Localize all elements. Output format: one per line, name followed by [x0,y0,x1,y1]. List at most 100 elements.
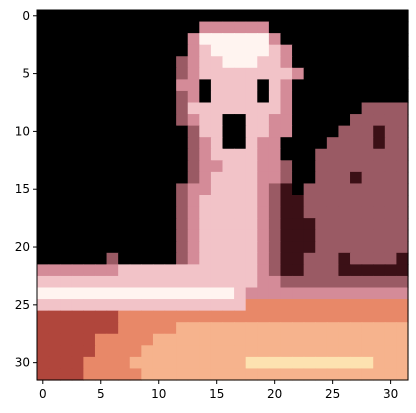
heatmap-cell [222,79,235,92]
heatmap-cell [106,287,119,300]
heatmap-cell [152,333,166,346]
heatmap-cell [187,67,200,80]
heatmap-cell [280,67,293,80]
heatmap-cell [257,148,270,161]
heatmap-cell [60,241,73,254]
heatmap-cell [118,44,131,57]
heatmap-cell [257,218,270,231]
heatmap-cell [199,125,212,138]
heatmap-cell [280,33,293,46]
heatmap-cell [187,206,200,219]
heatmap-cell [303,183,316,196]
heatmap-cell [106,90,119,104]
heatmap-cell [83,33,96,46]
heatmap-cell [234,299,247,312]
heatmap-cell [234,345,247,358]
heatmap-cell [210,21,224,34]
heatmap-cell [268,160,282,173]
heatmap-cell [141,368,154,381]
heatmap-cell [303,218,316,231]
heatmap-cell [384,322,397,335]
heatmap-cell [118,21,131,34]
y-tick-label: 5 [22,67,30,81]
heatmap-cell [222,67,235,80]
heatmap-cell [338,125,351,138]
heatmap-cell [129,252,142,265]
heatmap-cell [396,206,409,219]
heatmap-cell [71,148,84,161]
heatmap-cell [315,102,328,115]
heatmap-cell [396,125,409,138]
heatmap-cell [187,56,200,69]
heatmap-cell [315,356,328,370]
heatmap-cell [37,241,50,254]
heatmap-cell [164,56,177,69]
heatmap-cell [118,33,131,46]
heatmap-cell [199,333,212,346]
heatmap-cell [164,275,177,289]
heatmap-cell [141,241,154,254]
heatmap-cell [106,241,119,254]
heatmap-cell [373,44,386,57]
heatmap-cell [152,345,166,358]
heatmap-cell [48,125,61,138]
heatmap-cell [350,275,363,289]
heatmap-cell [326,160,340,173]
heatmap-cell [37,275,50,289]
heatmap-cell [280,275,293,289]
heatmap-cell [210,183,224,196]
heatmap-cell [384,125,397,138]
heatmap-cell [384,114,397,127]
y-tick-label: 10 [15,124,30,138]
heatmap-cell [280,79,293,92]
heatmap-cell [338,137,351,150]
heatmap-cell [176,10,189,23]
heatmap-cell [350,299,363,312]
heatmap-cell [373,368,386,381]
heatmap-cell [60,218,73,231]
heatmap-cell [129,10,142,23]
heatmap-cell [129,114,142,127]
heatmap-cell [361,275,374,289]
heatmap-cell [187,287,200,300]
heatmap-cell [83,44,96,57]
heatmap-cell [268,183,282,196]
heatmap-cell [396,33,409,46]
heatmap-cell [292,206,305,219]
heatmap-cell [176,368,189,381]
heatmap-cell [60,160,73,173]
heatmap-cell [164,67,177,80]
heatmap-cell [280,160,293,173]
heatmap-cell [315,21,328,34]
heatmap-cell [222,322,235,335]
heatmap-cell [71,44,84,57]
heatmap-cell [164,90,177,104]
heatmap-cell [350,125,363,138]
heatmap-cell [176,275,189,289]
heatmap-cell [60,252,73,265]
heatmap-cell [234,252,247,265]
heatmap-cell [361,79,374,92]
heatmap-cell [257,10,270,23]
heatmap-cell [257,171,270,185]
heatmap-cell [350,79,363,92]
heatmap-cell [129,218,142,231]
heatmap-cell [338,287,351,300]
heatmap-cell [187,171,200,185]
heatmap-cell [396,264,409,277]
heatmap-cell [48,114,61,127]
heatmap-cell [199,160,212,173]
heatmap-cell [268,114,282,127]
heatmap-cell [384,206,397,219]
heatmap-cell [106,10,119,23]
x-tick-label: 5 [97,387,105,401]
heatmap-cell [118,195,131,208]
heatmap-cell [37,310,50,323]
heatmap-cell [396,322,409,335]
heatmap-cell [106,195,119,208]
heatmap-cell [141,333,154,346]
heatmap-cell [315,148,328,161]
heatmap-cell [245,206,258,219]
heatmap-cell [187,299,200,312]
heatmap-cell [245,322,258,335]
